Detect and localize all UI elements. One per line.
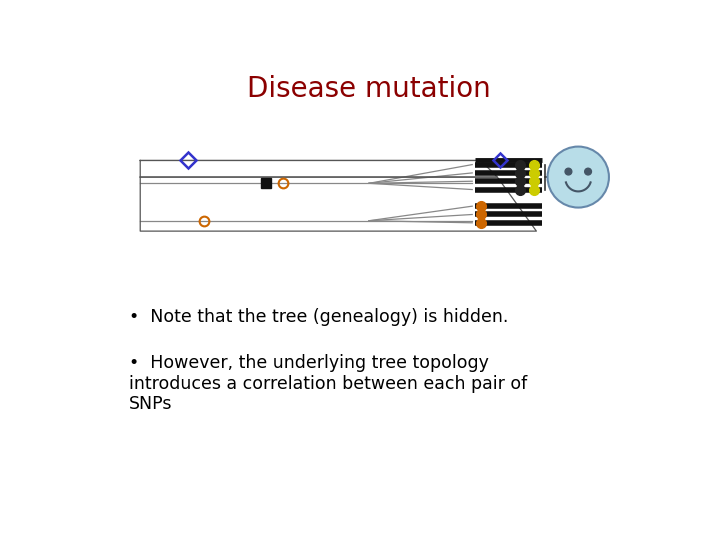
Ellipse shape bbox=[585, 168, 591, 175]
Text: •  Note that the tree (genealogy) is hidden.: • Note that the tree (genealogy) is hidd… bbox=[129, 308, 508, 326]
Ellipse shape bbox=[547, 146, 609, 207]
Text: Disease mutation: Disease mutation bbox=[247, 75, 491, 103]
Text: •  However, the underlying tree topology
introduces a correlation between each p: • However, the underlying tree topology … bbox=[129, 354, 527, 414]
Ellipse shape bbox=[565, 168, 572, 175]
